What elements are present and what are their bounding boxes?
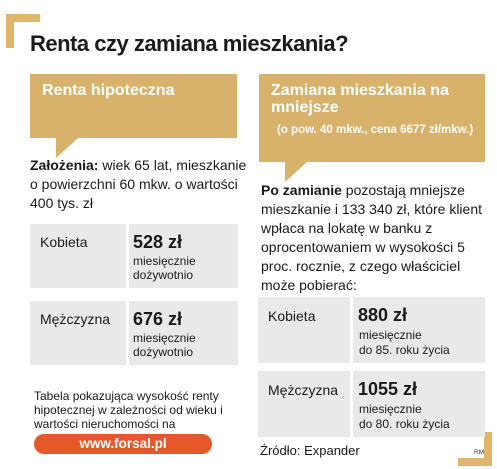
- tag-zamiana-mieszkania-label: Zamiana mieszkania na mniejsze: [271, 82, 449, 116]
- corner-mark-top-left: [6, 14, 40, 22]
- forsal-link-button[interactable]: www.forsal.pl: [34, 434, 212, 454]
- row-label: Mężczyzna: [268, 382, 339, 398]
- row-value: 1055 zł: [358, 379, 418, 399]
- row-desc-1: miesięcznie: [133, 254, 196, 268]
- row-desc-1: miesięcznie: [359, 402, 422, 416]
- box-divider: [126, 224, 129, 288]
- row-desc-1: miesięcznie: [133, 331, 196, 345]
- corner-mark-bottom-right-vertical: [484, 432, 492, 466]
- corner-mark-bottom-right: [458, 458, 492, 466]
- author-initials: RM: [474, 449, 485, 456]
- box-divider: [350, 371, 353, 437]
- row-desc-2: dożywotnio: [133, 345, 194, 359]
- result-box-mezczyzna-renta: Mężczyzna 676 zł miesięcznie dożywotnio: [30, 301, 238, 365]
- tag-zamiana-mieszkania-sub: (o pow. 40 mkw., cena 6677 zł/mkw.): [277, 124, 474, 136]
- box-divider: [350, 297, 353, 363]
- result-box-mezczyzna-zamiana: Mężczyzna 1055 zł miesięcznie do 80. rok…: [258, 371, 485, 437]
- exchange-label: Po zamianie: [261, 182, 342, 198]
- row-label: Mężczyzna: [40, 311, 111, 327]
- frame: [6, 14, 492, 466]
- row-value: 880 zł: [358, 305, 408, 325]
- corner-mark-top-left-vertical: [6, 14, 14, 48]
- row-value: 676 zł: [133, 309, 183, 329]
- row-desc-1: miesięcznie: [359, 328, 422, 342]
- row-desc-2: do 80. roku życia: [359, 417, 450, 431]
- box-divider: [126, 301, 129, 365]
- assumptions-paragraph: Założenia: wiek 65 lat, mieszkanie o pow…: [30, 156, 248, 213]
- source-note: Źródło: Expander: [260, 443, 360, 458]
- row-desc-2: do 85. roku życia: [359, 343, 450, 357]
- exchange-text: pozostają mniejsze mieszkanie i 133 340 …: [261, 182, 482, 293]
- row-label: Kobieta: [268, 308, 316, 324]
- tag-renta-hipoteczna-label: Renta hipoteczna: [42, 82, 175, 99]
- assumptions-text: wiek 65 lat, mieszkanie o powierzchni 60…: [30, 157, 247, 211]
- exchange-paragraph: Po zamianie pozostają mniejsze mieszkani…: [261, 181, 487, 295]
- tag-renta-hipoteczna: Renta hipoteczna: [30, 74, 237, 158]
- table-note: Tabela pokazująca wysokość renty hipotec…: [34, 389, 223, 431]
- assumptions-label: Założenia:: [30, 157, 99, 173]
- row-label: Kobieta: [40, 234, 88, 250]
- tag-zamiana-mieszkania: Zamiana mieszkania na mniejsze (o pow. 4…: [259, 74, 485, 182]
- page-title: Renta czy zamiana mieszkania?: [30, 31, 349, 56]
- row-desc-2: dożywotnio: [133, 268, 194, 282]
- result-box-kobieta-renta: Kobieta 528 zł miesięcznie dożywotnio: [30, 224, 238, 288]
- result-box-kobieta-zamiana: Kobieta 880 zł miesięcznie do 85. roku ż…: [258, 297, 485, 363]
- row-value: 528 zł: [133, 232, 183, 252]
